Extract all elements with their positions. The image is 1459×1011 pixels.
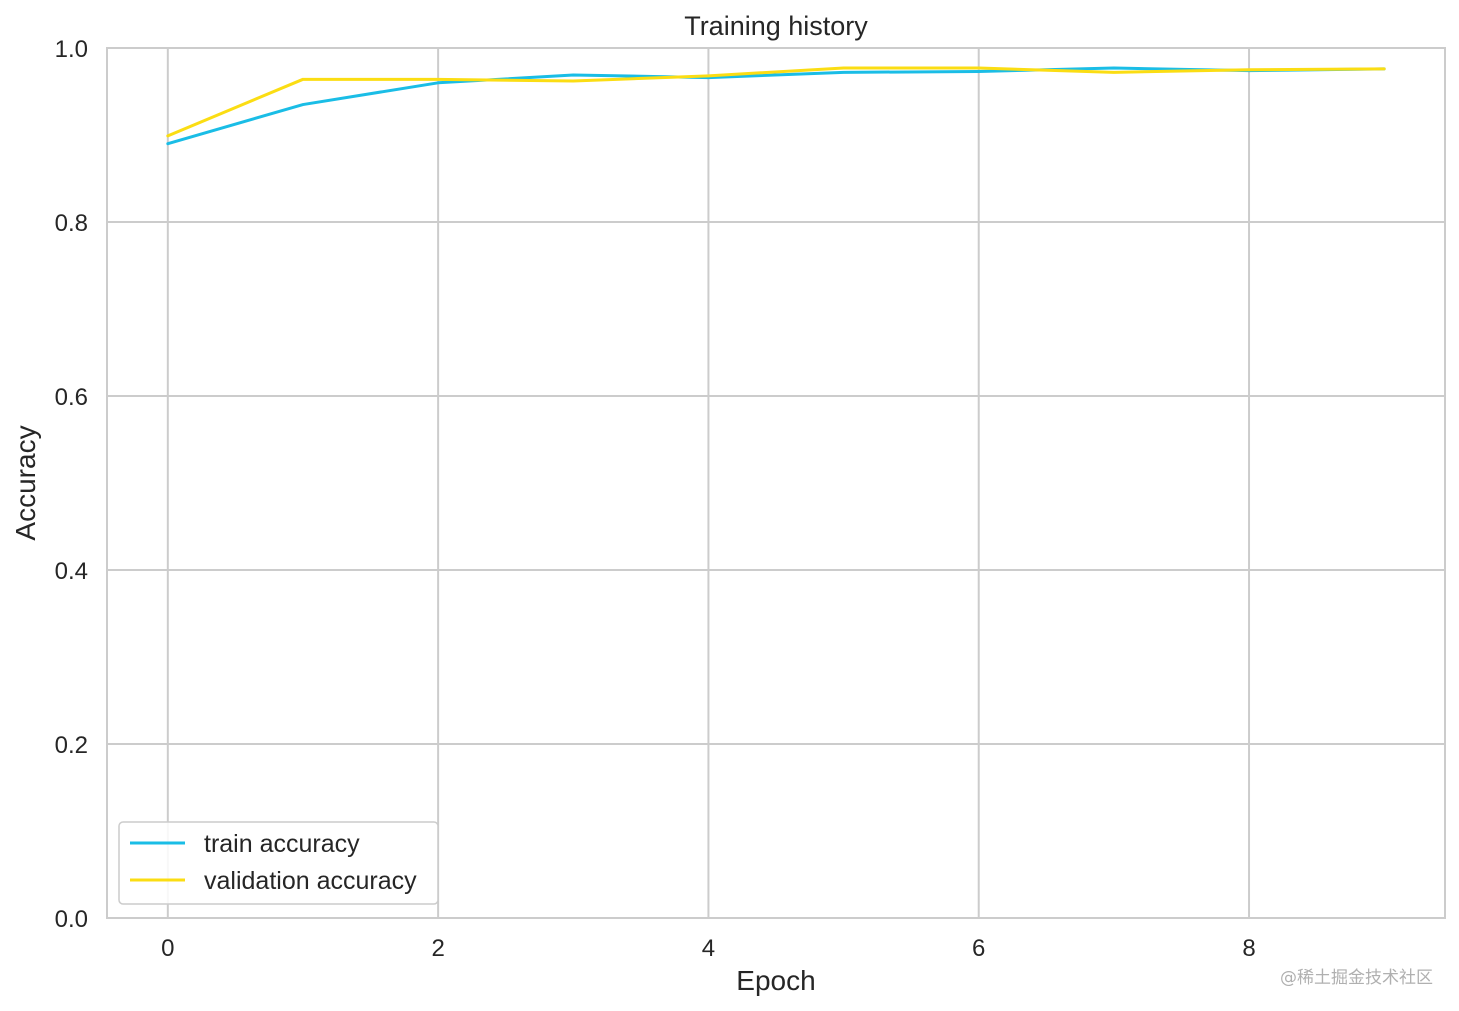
y-tick-label: 0.8 xyxy=(55,210,88,237)
plot-lines xyxy=(166,66,1386,146)
train-accuracy-line xyxy=(166,66,1386,146)
y-tick-label: 0.6 xyxy=(55,384,88,411)
tick-labels: 0 2 4 6 8 0.0 0.2 0.4 0.6 0.8 1.0 xyxy=(55,36,1256,962)
x-tick-label: 8 xyxy=(1242,935,1255,962)
legend-box xyxy=(118,821,439,905)
y-axis-label: Accuracy xyxy=(10,425,41,540)
legend-label: train accuracy xyxy=(204,830,360,858)
legend-label: validation accuracy xyxy=(204,867,417,895)
plot-frame xyxy=(106,47,1446,919)
x-tick-label: 0 xyxy=(161,935,174,962)
validation-accuracy-line xyxy=(166,66,1386,138)
x-tick-label: 6 xyxy=(972,935,985,962)
y-tick-label: 0.4 xyxy=(55,558,88,585)
chart-title: Training history xyxy=(684,11,868,41)
y-tick-label: 0.0 xyxy=(55,906,88,933)
watermark-text: @稀土掘金技术社区 xyxy=(1280,968,1433,988)
y-tick-label: 0.2 xyxy=(55,732,88,759)
x-tick-label: 4 xyxy=(702,935,715,962)
y-tick-label: 1.0 xyxy=(55,36,88,63)
x-axis-label: Epoch xyxy=(736,965,815,996)
legend: train accuracy validation accuracy xyxy=(118,821,439,905)
x-tick-label: 2 xyxy=(431,935,444,962)
